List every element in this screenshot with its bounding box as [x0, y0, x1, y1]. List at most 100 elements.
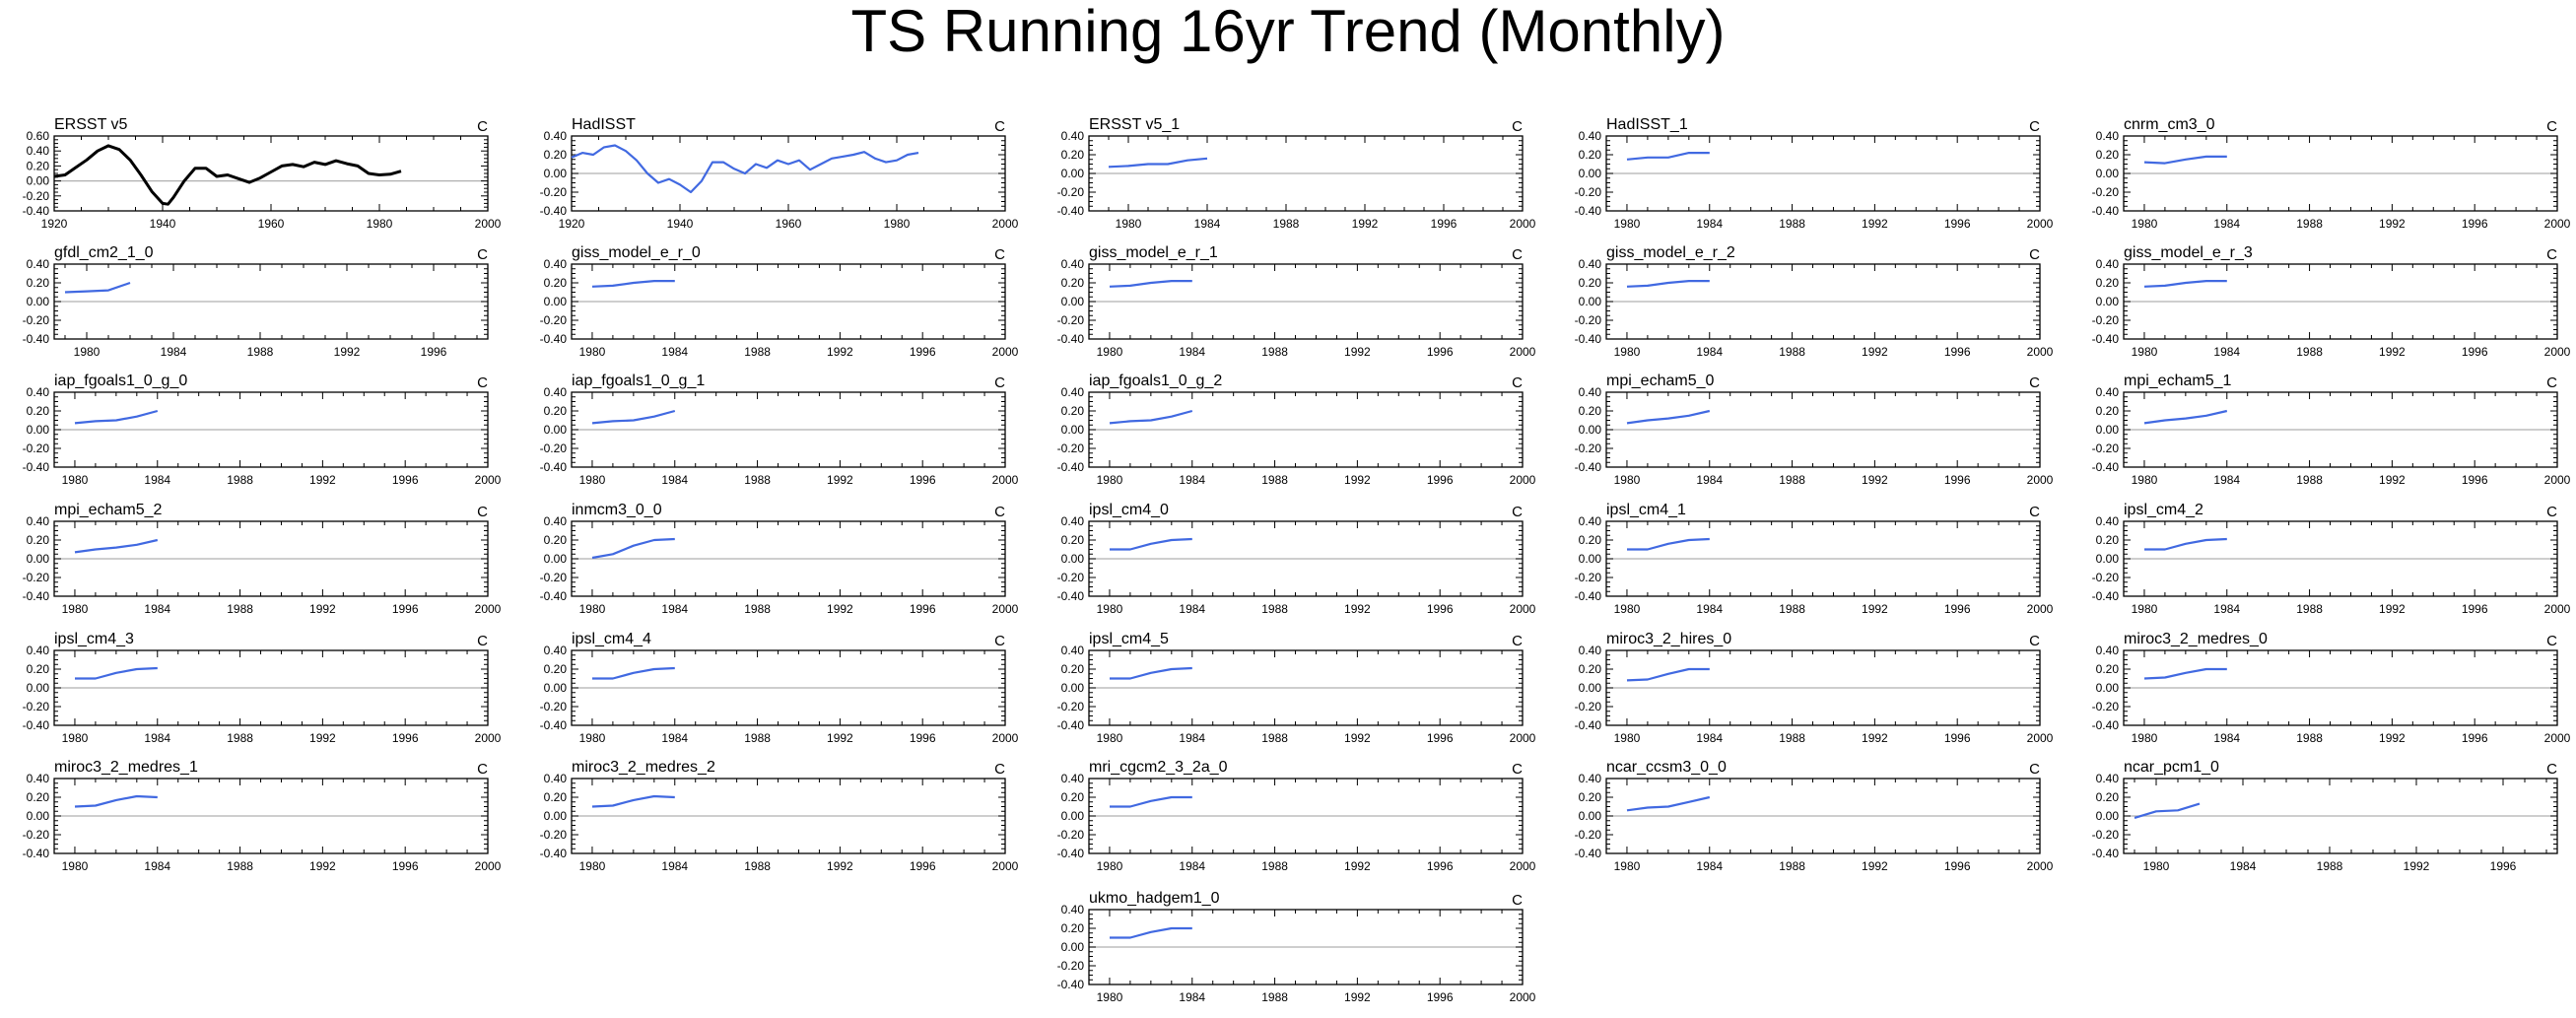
panel-title: ipsl_cm4_4	[572, 631, 651, 647]
x-tick-label: 1992	[827, 859, 853, 873]
x-tick-label: 1980	[579, 859, 606, 873]
series-line	[74, 538, 159, 554]
x-tick-label: 1996	[1944, 217, 1971, 231]
y-tick-label: 0.40	[1061, 644, 1085, 657]
x-tick-label: 1988	[744, 602, 771, 616]
x-tick-label: 1992	[309, 602, 336, 616]
x-tick-label: 2000	[475, 602, 502, 616]
x-tick-label: 1988	[1261, 602, 1288, 616]
y-tick-label: 0.20	[27, 533, 50, 547]
y-tick-label: -0.20	[1575, 185, 1602, 199]
x-tick-label: 1988	[1779, 473, 1805, 487]
x-tick-label: 1992	[1344, 473, 1371, 487]
y-tick-label: -0.20	[540, 828, 568, 842]
x-tick-label: 2000	[2544, 345, 2571, 359]
y-tick-label: 0.40	[1579, 772, 1602, 785]
y-tick-label: 0.00	[1579, 552, 1602, 566]
panel-title: iap_fgoals1_0_g_2	[1089, 373, 1222, 389]
x-tick-label: 1996	[2462, 473, 2488, 487]
x-tick-label: 1996	[1427, 859, 1454, 873]
x-tick-label: 1988	[744, 473, 771, 487]
panel-units: C	[2029, 374, 2040, 391]
y-tick-label: -0.20	[23, 313, 50, 327]
y-tick-label: -0.40	[1575, 460, 1602, 474]
y-tick-label: -0.20	[1057, 700, 1085, 713]
chart-panel: ipsl_cm4_0 C 0.40 0.20 0.00 -0.20 -0.40 1980 198…	[1057, 502, 1536, 616]
y-tick-label: -0.40	[1057, 460, 1085, 474]
y-tick-label: 0.40	[1579, 257, 1602, 271]
y-tick-label: -0.20	[23, 571, 50, 584]
series-line	[571, 144, 919, 194]
x-tick-label: 1984	[2213, 602, 2240, 616]
y-tick-label: -0.40	[2092, 718, 2120, 732]
y-tick-label: 0.00	[544, 295, 568, 308]
x-tick-label: 1996	[1431, 217, 1457, 231]
x-tick-label: 1992	[309, 731, 336, 745]
x-tick-label: 2000	[2544, 473, 2571, 487]
y-tick-label: 0.20	[1061, 533, 1085, 547]
chart-panel: ncar_pcm1_0 C 0.40 0.20 0.00 -0.20 -0.40 1980 19…	[2092, 759, 2558, 873]
x-tick-label: 1988	[1779, 731, 1805, 745]
y-tick-label: -0.40	[2092, 847, 2120, 860]
panel-units: C	[477, 761, 488, 778]
x-tick-label: 1988	[1261, 345, 1288, 359]
panel-units: C	[1512, 246, 1523, 263]
chart-panel: HadISST_1 C 0.40 0.20 0.00 -0.20 -0.40 1980 1984…	[1575, 116, 2054, 231]
y-tick-label: 0.20	[1061, 404, 1085, 418]
panel-units: C	[477, 633, 488, 649]
x-tick-label: 1984	[661, 859, 688, 873]
y-tick-label: 0.20	[544, 276, 568, 290]
y-tick-label: 0.20	[2096, 662, 2120, 676]
y-tick-label: 0.20	[1579, 662, 1602, 676]
x-tick-label: 2000	[1510, 473, 1536, 487]
y-tick-label: 0.00	[2096, 167, 2120, 180]
y-tick-label: 0.40	[27, 257, 50, 271]
x-tick-label: 1996	[1427, 731, 1454, 745]
panel-title: gfdl_cm2_1_0	[54, 244, 154, 261]
x-tick-label: 1984	[1179, 473, 1205, 487]
chart-panel: inmcm3_0_0 C 0.40 0.20 0.00 -0.20 -0.40 1980 198…	[540, 502, 1019, 616]
x-tick-label: 2000	[475, 473, 502, 487]
panel-units: C	[994, 761, 1005, 778]
panel-units: C	[994, 374, 1005, 391]
panel-units: C	[477, 504, 488, 520]
x-tick-label: 1984	[2213, 217, 2240, 231]
y-tick-label: 0.00	[544, 423, 568, 437]
y-tick-label: 0.40	[544, 772, 568, 785]
series-line	[591, 280, 675, 288]
chart-panel: mpi_echam5_2 C 0.40 0.20 0.00 -0.20 -0.40 1980 1…	[23, 502, 502, 616]
x-tick-label: 1980	[2132, 602, 2158, 616]
y-tick-label: 0.00	[544, 552, 568, 566]
y-tick-label: -0.20	[1057, 571, 1085, 584]
y-tick-label: 0.00	[1061, 167, 1085, 180]
y-tick-label: 0.20	[544, 148, 568, 162]
x-tick-label: 1988	[2296, 602, 2323, 616]
y-tick-label: 0.00	[27, 809, 50, 823]
x-tick-label: 1988	[744, 859, 771, 873]
x-tick-label: 1980	[1097, 345, 1123, 359]
panel-units: C	[2546, 118, 2557, 135]
y-tick-label: 0.20	[1579, 533, 1602, 547]
y-tick-label: 0.20	[544, 533, 568, 547]
y-tick-label: 0.00	[27, 552, 50, 566]
chart-panel: miroc3_2_hires_0 C 0.40 0.20 0.00 -0.20 -0.40 1…	[1575, 631, 2054, 745]
x-tick-label: 1920	[41, 217, 68, 231]
chart-panel: ipsl_cm4_2 C 0.40 0.20 0.00 -0.20 -0.40 1980 198…	[2092, 502, 2571, 616]
x-tick-label: 1992	[827, 731, 853, 745]
x-tick-label: 1980	[1097, 731, 1123, 745]
x-tick-label: 1980	[1097, 990, 1123, 1004]
x-tick-label: 1988	[1261, 859, 1288, 873]
x-tick-label: 1992	[1344, 602, 1371, 616]
x-tick-label: 1980	[62, 731, 89, 745]
y-tick-label: 0.00	[544, 809, 568, 823]
panel-title: miroc3_2_medres_0	[2124, 631, 2268, 647]
x-tick-label: 2000	[1510, 990, 1536, 1004]
panel-units: C	[994, 246, 1005, 263]
panel-units: C	[2029, 504, 2040, 520]
y-tick-label: -0.20	[1057, 441, 1085, 455]
panel-title: miroc3_2_medres_2	[572, 759, 715, 776]
x-tick-label: 2000	[2027, 731, 2054, 745]
y-tick-label: 0.20	[1579, 148, 1602, 162]
y-tick-label: 0.20	[2096, 276, 2120, 290]
x-tick-label: 1980	[2132, 731, 2158, 745]
